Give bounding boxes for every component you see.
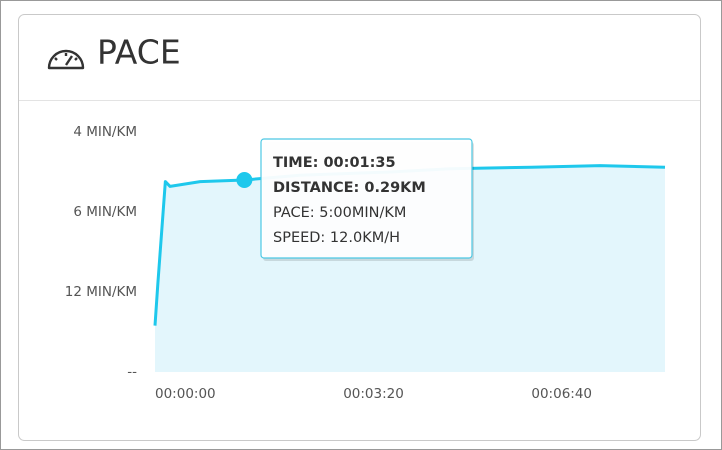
- tooltip-box: [260, 138, 473, 259]
- y-tick-label: --: [127, 364, 137, 380]
- x-tick-label: 00:03:20: [343, 386, 404, 402]
- tooltip-line: DISTANCE: 0.29KM: [273, 180, 426, 196]
- x-tick-label: 00:06:40: [531, 386, 592, 402]
- tooltip-line: PACE: 5:00MIN/KM: [273, 205, 406, 221]
- y-tick-label: 6 MIN/KM: [73, 204, 137, 220]
- tooltip-line: SPEED: 12.0KM/H: [273, 230, 400, 246]
- hover-point: [236, 172, 253, 188]
- tooltip-line: TIME: 00:01:35: [273, 155, 396, 171]
- gauge-icon: [47, 49, 85, 70]
- y-tick-label: 4 MIN/KM: [73, 124, 137, 140]
- card-title: PACE: [97, 33, 181, 72]
- y-tick-label: 12 MIN/KM: [65, 284, 137, 300]
- x-tick-label: 00:00:00: [155, 386, 216, 402]
- plot: 4 MIN/KM 6 MIN/KM 12 MIN/KM -- 00:00:00 00:03…: [65, 124, 666, 402]
